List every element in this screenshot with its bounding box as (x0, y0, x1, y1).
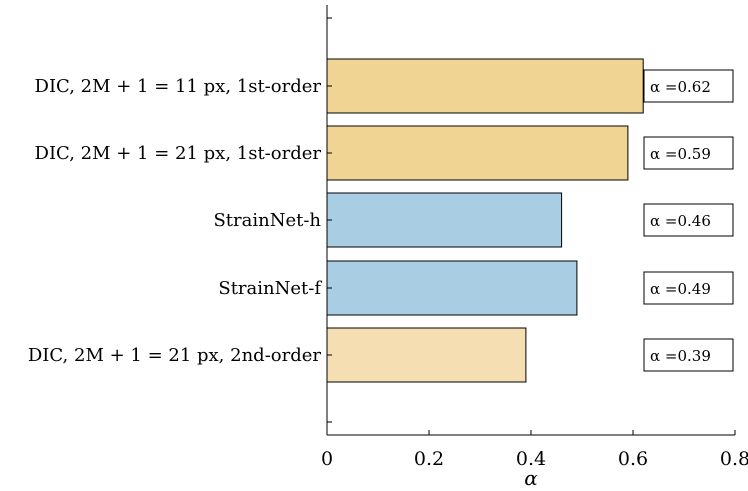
value-label-boxes: α =0.62 α =0.59 α =0.46 α =0.49 α =0.39 (643, 69, 734, 372)
y-tick-label-2: StrainNet-h (213, 210, 321, 231)
value-label-4: α =0.39 (650, 347, 711, 365)
value-box-0 (643, 69, 734, 103)
value-box-4 (643, 338, 734, 372)
x-tick-label-2: 0.4 (516, 448, 546, 470)
x-axis-label: α (524, 466, 538, 490)
value-label-2: α =0.46 (650, 212, 711, 230)
bar-1 (326, 125, 629, 181)
bars-group (326, 58, 644, 383)
value-label-1: α =0.59 (650, 145, 711, 163)
value-label-3: α =0.49 (650, 280, 711, 298)
y-tick-label-1: DIC, 2M + 1 = 21 px, 1st-order (35, 143, 322, 164)
y-tick-label-3: StrainNet-f (218, 278, 322, 299)
bar-4 (326, 327, 527, 383)
value-label-0: α =0.62 (650, 78, 711, 96)
x-tick-label-0: 0 (321, 448, 333, 470)
value-box-2 (643, 203, 734, 237)
y-tick-label-4: DIC, 2M + 1 = 21 px, 2nd-order (28, 345, 322, 366)
x-ticks: 0 0.2 0.4 0.6 0.8 (321, 17, 748, 470)
y-tick-label-0: DIC, 2M + 1 = 11 px, 1st-order (35, 76, 322, 97)
y-tick-labels: DIC, 2M + 1 = 11 px, 1st-order DIC, 2M + … (28, 76, 322, 366)
bar-0 (326, 58, 644, 114)
x-tick-label-1: 0.2 (414, 448, 444, 470)
value-box-3 (643, 271, 734, 305)
x-tick-label-4: 0.8 (720, 448, 748, 470)
bar-2 (326, 192, 563, 248)
value-box-1 (643, 136, 734, 170)
bar-3 (326, 260, 578, 316)
x-tick-label-3: 0.6 (618, 448, 648, 470)
